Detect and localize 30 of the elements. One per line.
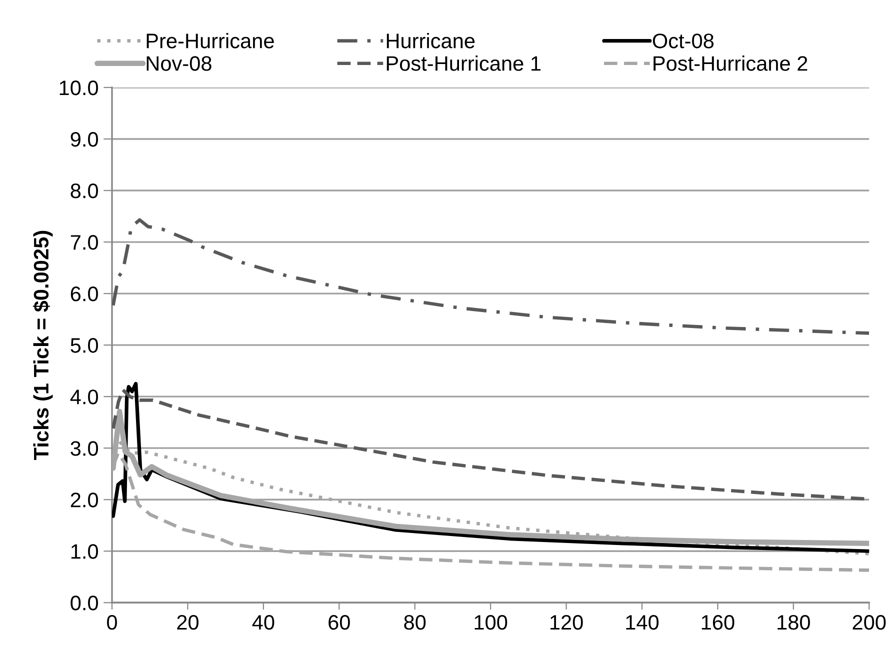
legend-label: Hurricane xyxy=(386,33,475,48)
y-tick-label: 1.0 xyxy=(71,544,98,559)
x-tick-label: 160 xyxy=(702,614,734,630)
x-tick-label: 20 xyxy=(177,614,198,630)
y-tick-label: 3.0 xyxy=(70,441,98,456)
y-axis-title: Ticks (1 Tick = $0.0025) xyxy=(32,230,53,460)
legend-label: Nov-08 xyxy=(146,56,212,71)
y-tick-label: 9.0 xyxy=(70,132,98,147)
y-tick-label: 2.0 xyxy=(70,492,98,508)
x-tick-label: 40 xyxy=(252,614,274,630)
y-tick-label: 8.0 xyxy=(70,184,98,198)
legend-label: Pre-Hurricane xyxy=(146,33,274,48)
x-tick-label: 80 xyxy=(404,614,426,630)
x-tick-label: 200 xyxy=(852,614,886,630)
y-tick-label: 0.0 xyxy=(70,596,98,610)
y-tick-label: 7.0 xyxy=(70,235,98,250)
x-tick-label: 180 xyxy=(778,614,810,630)
y-tick-label: 10.0 xyxy=(60,80,98,96)
x-tick-label: 140 xyxy=(626,614,659,630)
x-tick-label: 120 xyxy=(550,614,583,630)
y-tick-label: 4.0 xyxy=(70,390,98,404)
y-tick-label: 6.0 xyxy=(70,286,98,302)
legend-label: Oct-08 xyxy=(652,34,714,48)
line-series xyxy=(112,218,870,335)
legend-label: Post-Hurricane 1 xyxy=(386,56,540,71)
legend-label: Post-Hurricane 2 xyxy=(654,56,808,71)
y-tick-label: 5.0 xyxy=(70,338,98,353)
x-tick-label: 100 xyxy=(474,614,508,630)
x-tick-label: 60 xyxy=(328,614,350,630)
x-tick-label: 0 xyxy=(107,614,117,630)
